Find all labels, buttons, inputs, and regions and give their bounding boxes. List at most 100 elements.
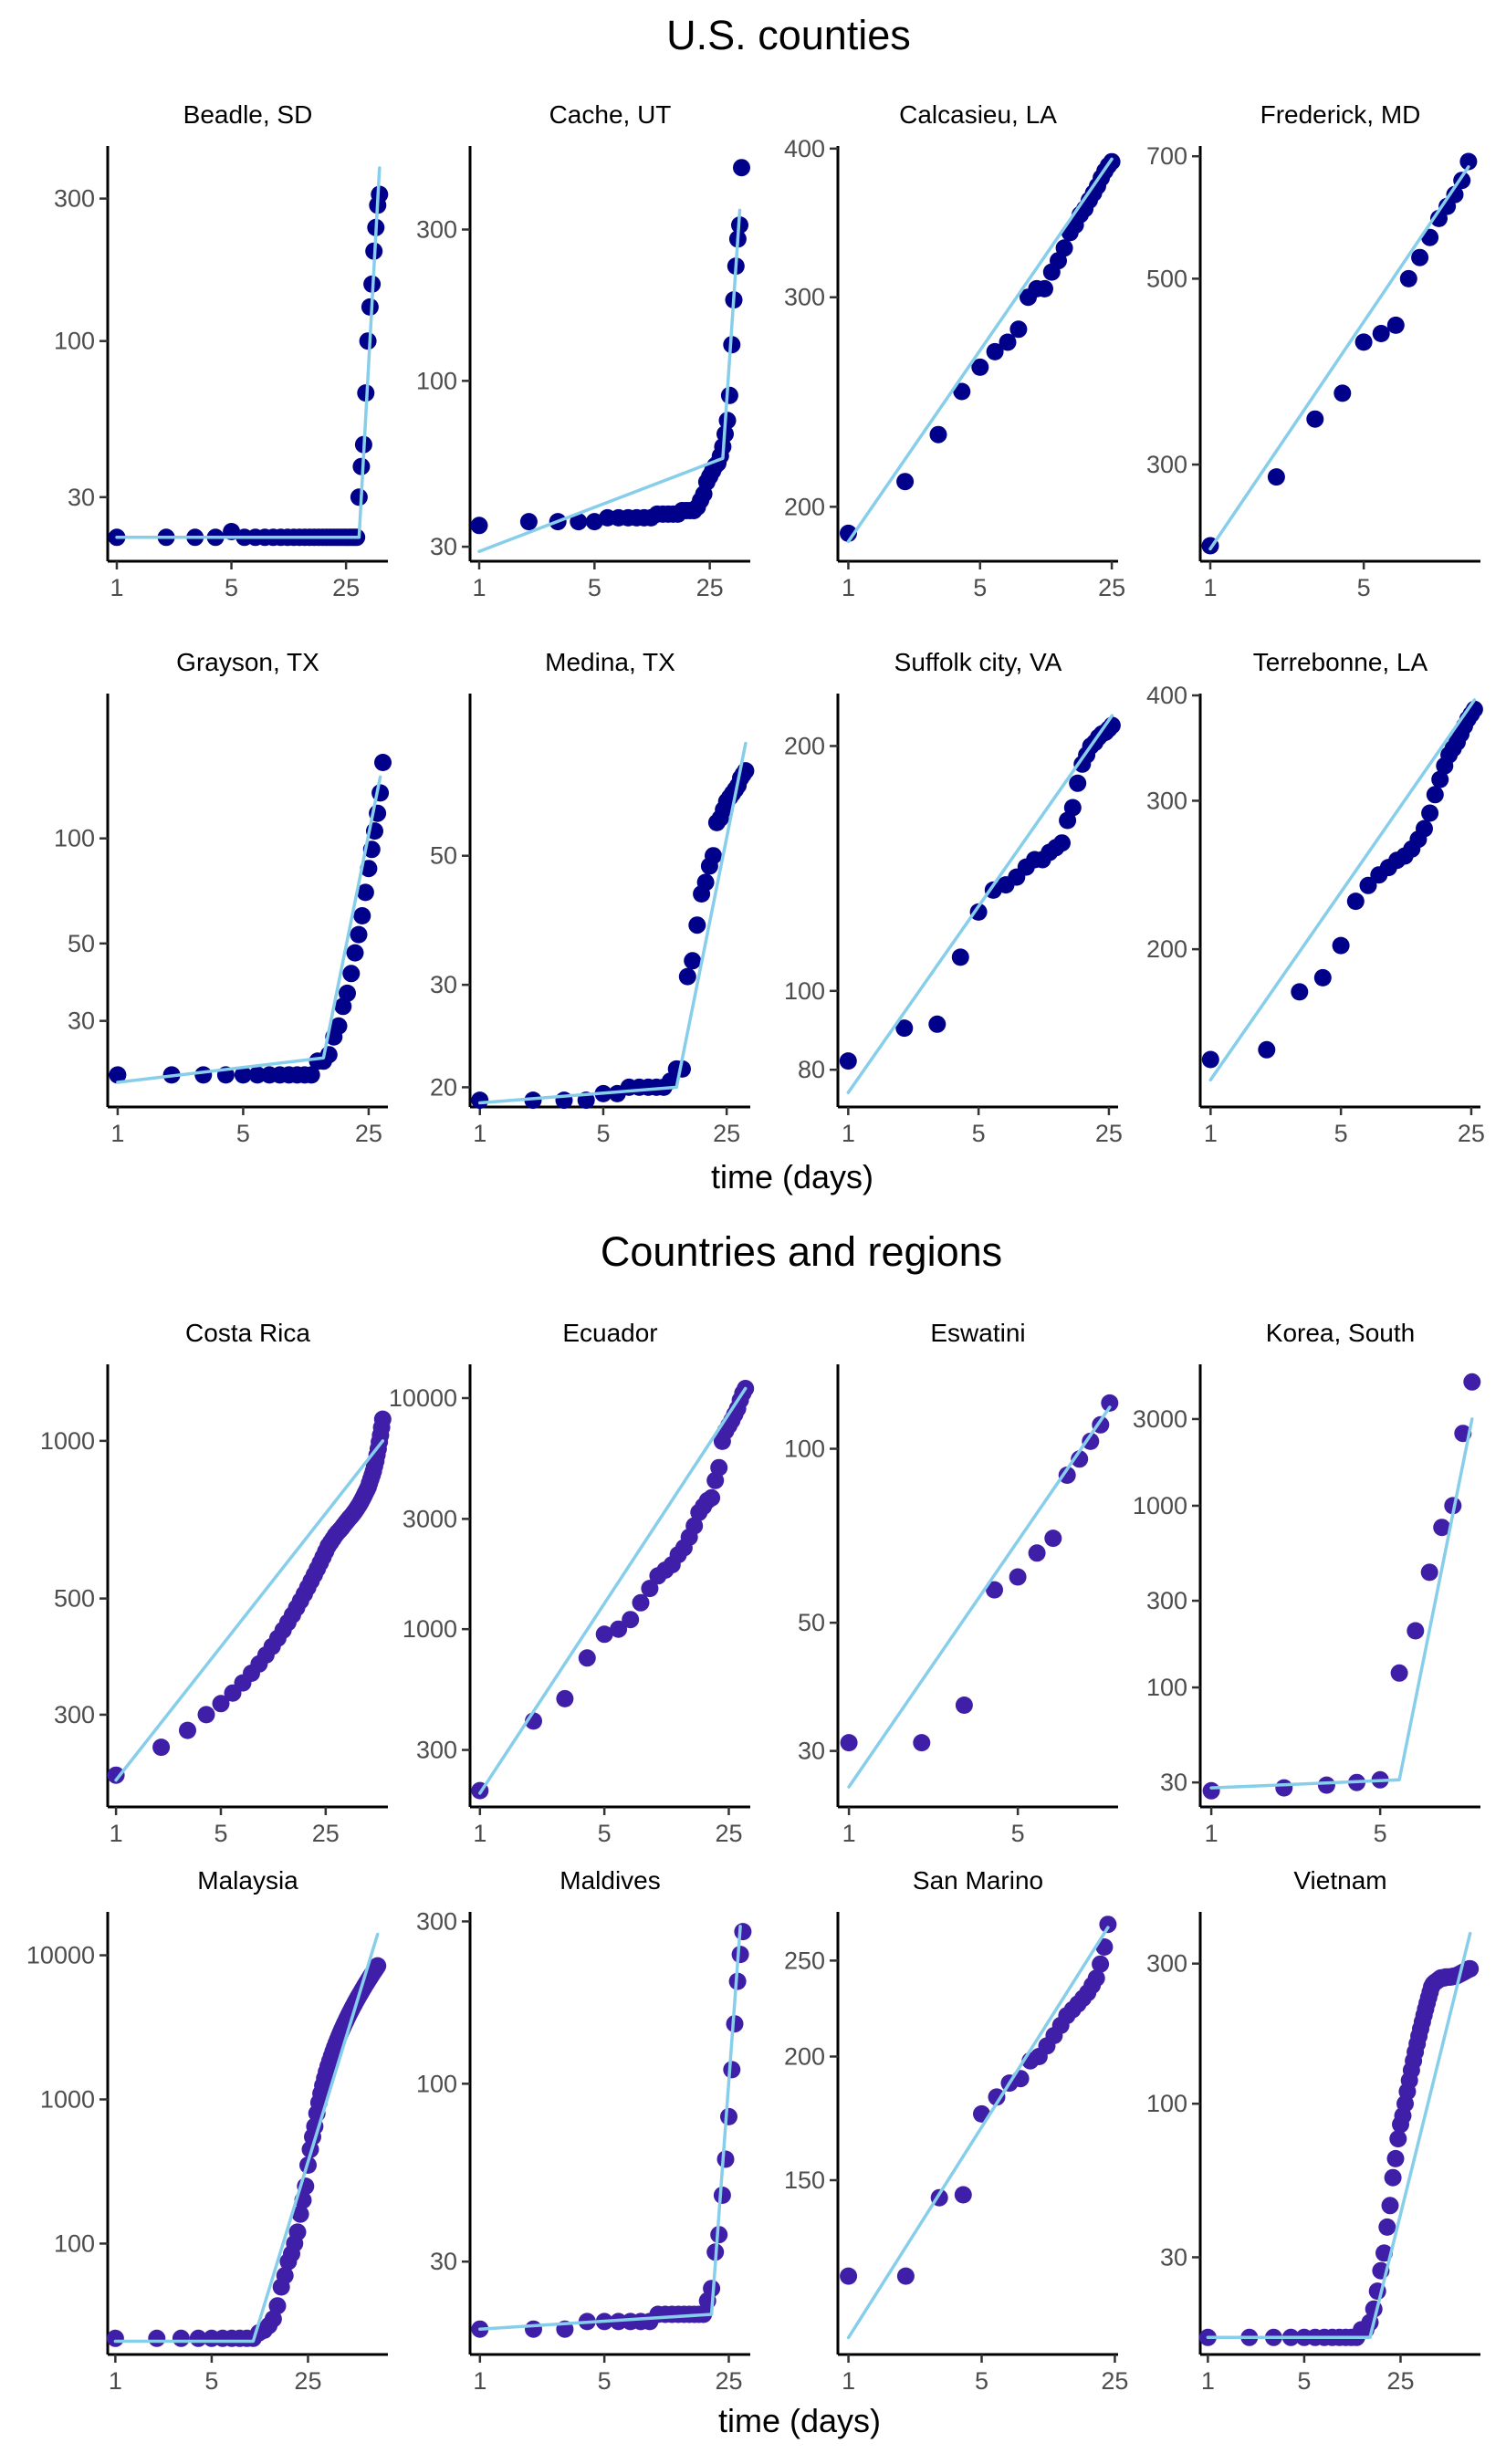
data-point (1087, 1969, 1105, 1988)
fit-line (846, 1926, 1110, 2340)
data-point (1420, 1563, 1438, 1582)
data-point (172, 2329, 190, 2347)
data-point (197, 1706, 215, 1724)
panel-title: Ecuador (562, 1319, 657, 1347)
data-point (248, 1066, 267, 1084)
panel-title: Beadle, SD (183, 100, 313, 129)
data-point (913, 1734, 931, 1752)
x-tick-label: 25 (1386, 2367, 1414, 2395)
data-point (1044, 1530, 1062, 1548)
panel-terrebonne-la: Terrebonne, LA 200 300 400 1 5 25 (1146, 648, 1485, 1147)
panels-group: Beadle, SD 30 100 300 1 5 25 Cache, UT 30 100 300 1… (26, 100, 1485, 2395)
x-tick-label: 1 (109, 2367, 122, 2395)
fit-line (1208, 165, 1470, 551)
data-point (1069, 774, 1087, 792)
x-tick-label: 1 (473, 1120, 486, 1147)
data-point (610, 1620, 628, 1638)
data-point (1333, 384, 1352, 402)
data-point (1407, 1622, 1425, 1640)
data-point (339, 984, 356, 1002)
x-tick-label: 1 (473, 1820, 486, 1847)
data-point (1446, 185, 1464, 204)
data-point (570, 513, 588, 531)
data-point (1082, 1432, 1100, 1450)
data-point (685, 1517, 704, 1535)
x-tick-label: 25 (294, 2367, 321, 2395)
data-point (734, 1923, 752, 1941)
x-tick-label: 25 (355, 1120, 382, 1147)
data-point (1291, 983, 1309, 1001)
data-point (1459, 152, 1478, 171)
data-point (360, 860, 378, 878)
data-point (268, 2297, 287, 2315)
data-point (720, 2107, 737, 2125)
y-tick-label: 300 (1146, 1950, 1187, 1978)
data-point (986, 1581, 1003, 1599)
x-tick-label: 1 (473, 2367, 486, 2395)
data-point (688, 916, 706, 934)
fit-line (116, 775, 382, 1084)
data-point (1313, 968, 1332, 987)
panel-medina-tx: Medina, TX 20 30 50 1 5 25 (430, 648, 755, 1147)
data-point (1386, 316, 1405, 334)
y-tick-label: 30 (1160, 1769, 1187, 1796)
data-point (1267, 468, 1285, 486)
x-tick-label: 1 (1203, 574, 1217, 601)
panel-title: Maldives (560, 1866, 660, 1895)
panel-ecuador: Ecuador 300 1000 3000 10000 1 5 25 (389, 1319, 755, 1847)
panel-maldives: Maldives 30 100 300 1 5 25 (416, 1866, 752, 2395)
data-point (955, 1697, 973, 1714)
data-point (1201, 1050, 1219, 1069)
y-tick-label: 1000 (40, 2085, 95, 2113)
fit-line (477, 741, 748, 1105)
x-tick-label: 25 (1098, 574, 1125, 601)
section-title-us-counties: U.S. counties (666, 12, 911, 58)
x-tick-label: 25 (1101, 2367, 1128, 2395)
data-point (264, 2310, 282, 2328)
x-tick-label: 1 (473, 574, 486, 601)
y-tick-label: 3000 (403, 1505, 457, 1532)
x-tick-label: 5 (1374, 1820, 1387, 1847)
x-tick-label: 25 (312, 1820, 340, 1847)
data-point (954, 2186, 972, 2204)
data-point (1381, 2197, 1399, 2215)
panel-vietnam: Vietnam 30 100 300 1 5 25 (1146, 1866, 1480, 2395)
y-tick-label: 30 (430, 533, 457, 560)
x-tick-label: 25 (1458, 1120, 1485, 1147)
data-point (302, 1066, 320, 1084)
fit-line (478, 1386, 748, 1795)
data-point (1009, 1568, 1027, 1586)
y-tick-label: 1000 (40, 1427, 95, 1455)
data-point (346, 944, 364, 962)
data-point (1461, 1959, 1480, 1978)
data-point (519, 513, 538, 531)
x-tick-label: 5 (1011, 1820, 1025, 1847)
data-point (109, 1066, 127, 1084)
data-point (986, 342, 1004, 360)
data-point (369, 1957, 387, 1975)
y-tick-label: 200 (784, 2042, 825, 2070)
data-point (710, 1458, 728, 1477)
x-tick-label: 5 (975, 2367, 988, 2395)
panel-san-marino: San Marino 150 200 250 1 5 25 (784, 1866, 1129, 2395)
fit-line (847, 1405, 1112, 1789)
y-tick-label: 1000 (1133, 1492, 1187, 1519)
panel-title: Cache, UT (549, 100, 672, 129)
data-point (1431, 770, 1449, 788)
y-tick-label: 100 (416, 2070, 457, 2097)
data-point (953, 382, 971, 401)
panel-title: Medina, TX (545, 648, 675, 676)
data-point (1444, 1497, 1462, 1515)
data-point (1058, 1467, 1076, 1484)
data-point (194, 1066, 213, 1084)
data-point (1416, 820, 1433, 838)
data-point (1055, 239, 1073, 257)
data-point (951, 948, 969, 966)
data-point (595, 1625, 613, 1644)
y-tick-label: 100 (1146, 2090, 1187, 2117)
y-tick-label: 100 (784, 977, 825, 1005)
x-tick-label: 5 (596, 1120, 610, 1147)
data-point (929, 425, 947, 444)
y-tick-label: 30 (68, 484, 95, 511)
